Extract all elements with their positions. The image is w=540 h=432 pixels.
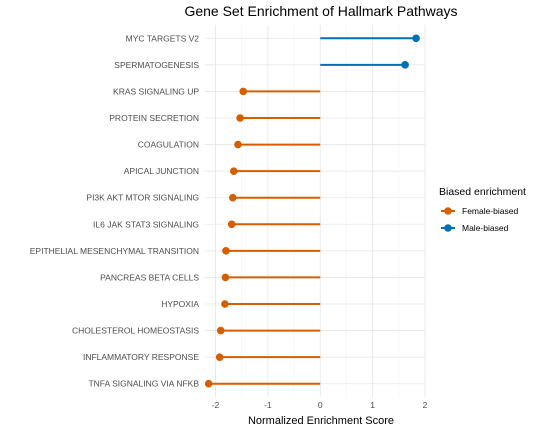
lollipop-point	[216, 326, 225, 335]
lollipop-point	[228, 193, 237, 202]
x-tick-label: -1	[264, 400, 272, 410]
legend-entry-label: Male-biased	[462, 223, 509, 233]
pathway-label: SPERMATOGENESIS	[114, 60, 199, 70]
chart-title: Gene Set Enrichment of Hallmark Pathways	[184, 3, 457, 19]
lollipop-point	[227, 220, 236, 229]
pathway-label: PROTEIN SECRETION	[109, 113, 199, 123]
lollipop-point	[236, 114, 244, 122]
x-axis-label: Normalized Enrichment Score	[248, 415, 394, 427]
lollipop-point	[221, 273, 230, 282]
pathway-label: CHOLESTEROL HOMEOSTASIS	[72, 326, 199, 336]
x-tick-label: 1	[370, 400, 375, 410]
pathway-label: EPITHELIAL MESENCHYMAL TRANSITION	[30, 246, 199, 256]
lollipop-point	[221, 300, 229, 308]
pathway-label: MYC TARGETS V2	[126, 33, 200, 43]
pathway-label: PI3K AKT MTOR SIGNALING	[86, 193, 199, 203]
pathway-label: COAGULATION	[138, 140, 199, 150]
lollipop-point	[230, 167, 238, 175]
pathway-label: IL6 JAK STAT3 SIGNALING	[93, 219, 199, 229]
legend: Biased enrichment Female-biased Male-bias…	[439, 186, 526, 233]
lollipop-point	[401, 61, 409, 69]
x-tick-labels: -2 -1 0 1 2	[212, 400, 428, 410]
pathway-labels: MYC TARGETS V2 SPERMATOGENESIS KRAS SIGNAL…	[30, 33, 200, 388]
x-tick-label: 2	[423, 400, 428, 410]
legend-title: Biased enrichment	[439, 186, 526, 198]
pathway-label: INFLAMMATORY RESPONSE	[83, 352, 199, 362]
legend-key-point	[444, 207, 452, 215]
lollipop-point	[222, 247, 230, 255]
pathway-label: PANCREAS BETA CELLS	[100, 272, 199, 282]
pathway-label: HYPOXIA	[161, 299, 199, 309]
lollipop-marks	[204, 34, 420, 388]
lollipop-point	[215, 353, 224, 361]
pathway-label: APICAL JUNCTION	[124, 166, 199, 176]
lollipop-point	[412, 34, 420, 43]
pathway-label: TNFA SIGNALING VIA NFKB	[88, 379, 199, 389]
lollipop-point	[204, 379, 213, 388]
grid-lines	[205, 25, 426, 397]
legend-key-point	[444, 224, 452, 232]
lollipop-point	[234, 140, 242, 149]
x-tick-label: -2	[212, 400, 220, 410]
pathway-label: KRAS SIGNALING UP	[113, 86, 199, 96]
x-tick-label: 0	[318, 400, 323, 410]
legend-entry-label: Female-biased	[462, 206, 518, 216]
lollipop-point	[239, 87, 248, 96]
